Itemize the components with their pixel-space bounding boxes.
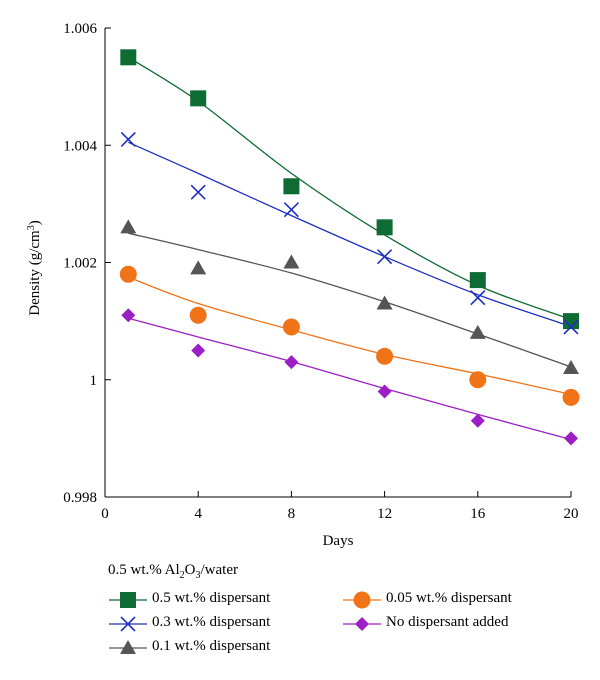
data-point-series-4 xyxy=(121,308,136,323)
legend-label: 0.1 wt.% dispersant xyxy=(152,638,271,654)
data-point-series-2 xyxy=(469,324,486,339)
data-point-series-2 xyxy=(190,260,207,275)
legend-marker xyxy=(120,616,136,632)
legend-swatch xyxy=(109,616,147,632)
x-tick-label: 16 xyxy=(470,506,486,522)
data-point-series-0 xyxy=(376,219,393,236)
x-tick-label: 20 xyxy=(564,506,579,522)
data-point-series-4 xyxy=(564,431,578,446)
data-point-series-3 xyxy=(376,347,394,365)
legend-label: 0.05 wt.% dispersant xyxy=(386,590,512,606)
legend-swatch xyxy=(109,592,147,608)
data-point-series-2 xyxy=(120,219,137,234)
y-tick-label: 1.006 xyxy=(63,21,97,37)
data-point-series-1 xyxy=(190,184,206,200)
data-point-series-1 xyxy=(563,319,579,335)
data-point-series-4 xyxy=(377,384,392,399)
data-point-series-3 xyxy=(469,371,487,389)
data-point-series-3 xyxy=(562,388,580,406)
fit-line-series-1 xyxy=(128,141,572,328)
y-tick-label: 1 xyxy=(90,373,98,389)
legend-swatch xyxy=(343,617,381,631)
legend-marker xyxy=(120,640,136,654)
legend-marker xyxy=(355,617,369,631)
x-axis-title: Days xyxy=(323,533,354,549)
data-point-series-1 xyxy=(283,202,299,218)
y-tick-label: 1.002 xyxy=(63,256,97,272)
legend-marker xyxy=(120,592,136,608)
legend-swatch xyxy=(343,591,381,609)
data-point-series-1 xyxy=(470,290,486,306)
y-tick-label: 0.998 xyxy=(63,490,97,506)
legend-label: 0.3 wt.% dispersant xyxy=(152,614,271,630)
data-point-series-1 xyxy=(120,131,136,147)
y-tick-label: 1.004 xyxy=(63,138,97,154)
data-point-series-2 xyxy=(283,254,300,269)
legend-label: 0.5 wt.% dispersant xyxy=(152,590,271,606)
data-point-series-1 xyxy=(377,249,393,265)
x-tick-label: 4 xyxy=(194,506,202,522)
legend-title: 0.5 wt.% Al2O3/water xyxy=(108,562,238,581)
y-axis-title: Density (g/cm3) xyxy=(26,220,44,315)
data-point-series-0 xyxy=(563,313,579,330)
data-point-series-0 xyxy=(469,272,486,289)
data-point-series-2 xyxy=(563,360,579,375)
data-point-series-0 xyxy=(283,178,300,195)
fit-line-series-2 xyxy=(128,232,572,368)
data-point-series-4 xyxy=(284,355,299,370)
fit-line-series-4 xyxy=(128,317,572,441)
data-point-series-0 xyxy=(120,49,137,66)
data-point-series-2 xyxy=(376,295,393,310)
x-tick-label: 12 xyxy=(377,506,392,522)
data-point-series-3 xyxy=(282,318,300,336)
data-point-series-3 xyxy=(119,265,137,283)
data-point-series-4 xyxy=(470,413,485,428)
density-chart: 0 4 8 12 16 20 0.998 1 1.002 1.004 1.006 Days Dens… xyxy=(26,21,580,549)
legend-marker xyxy=(353,591,371,609)
data-point-series-3 xyxy=(189,306,207,324)
fit-line-series-3 xyxy=(128,276,572,396)
x-tick-label: 8 xyxy=(288,506,296,522)
data-point-series-4 xyxy=(191,343,206,358)
x-tick-label: 0 xyxy=(101,506,109,522)
legend-swatch xyxy=(109,640,147,654)
legend-label: No dispersant added xyxy=(386,614,509,630)
data-point-series-0 xyxy=(190,90,207,107)
